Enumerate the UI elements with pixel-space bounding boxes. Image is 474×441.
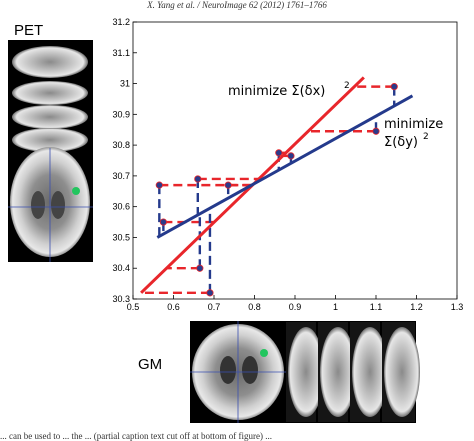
annotation-minimize-dx-superscript: 2	[344, 81, 350, 91]
data-point	[224, 181, 232, 189]
residual-lines	[141, 85, 396, 295]
data-point	[275, 149, 283, 157]
x-tick-label: 0.8	[248, 302, 261, 312]
annotation-sum-dy-superscript: 2	[423, 132, 429, 142]
x-axis-ticks: 0.5 0.6 0.7 0.8 0.9 1 1.1 1.2 1.3	[127, 295, 464, 312]
gm-slice-3-brain	[320, 327, 356, 417]
x-tick-label: 0.7	[208, 302, 221, 312]
y-tick-label: 31.1	[112, 48, 130, 58]
y-tick-label: 30.3	[112, 294, 130, 304]
x-tick-label: 0.9	[289, 302, 302, 312]
gm-roi-marker	[260, 349, 268, 357]
x-tick-label: 1	[333, 302, 338, 312]
pet-slice-stack	[8, 40, 93, 262]
y-tick-label: 30.8	[112, 140, 130, 150]
figure-caption: ... can be used to ... the ... (partial …	[0, 432, 273, 441]
y-tick-label: 30.7	[112, 171, 130, 181]
gm-label: GM	[138, 356, 163, 373]
gm-ventricle-left	[220, 356, 236, 384]
y-tick-label: 30.9	[112, 109, 130, 119]
data-point	[372, 127, 380, 135]
fit-line-minimize-dy	[156, 94, 414, 239]
pet-slice-1-brain	[12, 46, 88, 78]
y-tick-label: 30.4	[112, 263, 130, 273]
pet-ventricle-left	[31, 191, 45, 219]
data-point	[196, 264, 204, 272]
x-tick-label: 0.6	[167, 302, 180, 312]
annotation-minimize-label: minimize	[384, 117, 443, 132]
data-point	[159, 218, 167, 226]
pet-slice-4-brain	[12, 128, 88, 152]
x-tick-label: 0.5	[127, 302, 140, 312]
y-tick-label: 30.6	[112, 202, 130, 212]
y-tick-label: 31	[120, 79, 130, 89]
data-point	[194, 175, 202, 183]
pet-label: PET	[14, 22, 44, 39]
x-tick-label: 1.1	[370, 302, 383, 312]
gm-ventricle-right	[242, 356, 258, 384]
scatter-chart: 30.3 30.4 30.5 30.6 30.7 30.8 30.9 31 31.1 31.2 0…	[112, 17, 463, 312]
annotation-minimize-dx: minimize Σ(δx)	[228, 84, 325, 99]
fit-lines	[140, 76, 414, 294]
pet-slice-2-brain	[12, 81, 88, 105]
gm-slice-strip	[190, 321, 420, 423]
gm-slice-4-brain	[352, 327, 388, 417]
annotation-sum-dy: Σ(δy)	[384, 135, 418, 150]
y-tick-label: 31.2	[112, 17, 130, 27]
data-point	[206, 289, 214, 297]
pet-ventricle-right	[51, 191, 65, 219]
x-tick-label: 1.3	[451, 302, 464, 312]
pet-roi-marker	[72, 187, 80, 195]
data-point	[390, 83, 398, 91]
y-axis-ticks: 30.3 30.4 30.5 30.6 30.7 30.8 30.9 31 31.1 31.2	[112, 17, 137, 304]
gm-slice-5-brain	[384, 327, 420, 417]
x-tick-label: 1.2	[410, 302, 423, 312]
gm-slice-2-brain	[288, 327, 324, 417]
data-point	[155, 181, 163, 189]
running-header: X. Yang et al. / NeuroImage 62 (2012) 17…	[147, 0, 327, 10]
data-point	[287, 152, 295, 160]
y-tick-label: 30.5	[112, 232, 130, 242]
pet-slice-3-brain	[12, 105, 88, 129]
data-points	[155, 83, 398, 297]
